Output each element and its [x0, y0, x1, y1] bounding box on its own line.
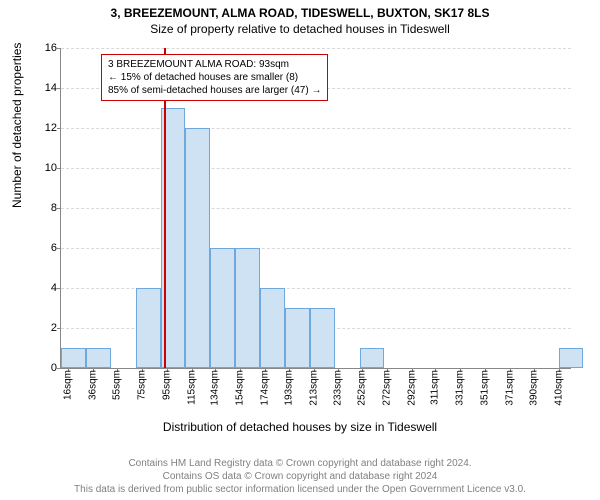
gridline — [61, 208, 571, 209]
xtick-label: 55sqm — [111, 370, 122, 400]
histogram-bar — [86, 348, 111, 368]
ytick-mark — [57, 88, 61, 89]
info-box-line: 85% of semi-detached houses are larger (… — [108, 84, 321, 97]
ytick-label: 12 — [17, 122, 57, 134]
ytick-label: 6 — [17, 242, 57, 254]
xtick-label: 193sqm — [283, 370, 294, 406]
property-info-box: 3 BREEZEMOUNT ALMA ROAD: 93sqm← 15% of d… — [101, 54, 328, 101]
histogram-bar — [235, 248, 260, 368]
gridline — [61, 248, 571, 249]
ytick-label: 8 — [17, 202, 57, 214]
plot-region: 024681012141616sqm36sqm55sqm75sqm95sqm11… — [60, 48, 571, 369]
gridline — [61, 48, 571, 49]
ytick-label: 2 — [17, 322, 57, 334]
footer-line: Contains HM Land Registry data © Crown c… — [0, 457, 600, 470]
chart-title-sub: Size of property relative to detached ho… — [0, 20, 600, 36]
xtick-label: 233sqm — [333, 370, 344, 406]
xtick-label: 272sqm — [381, 370, 392, 406]
xtick-label: 36sqm — [88, 370, 99, 400]
histogram-bar — [260, 288, 285, 368]
info-box-line: ← 15% of detached houses are smaller (8) — [108, 71, 321, 84]
histogram-bar — [210, 248, 235, 368]
ytick-mark — [57, 128, 61, 129]
ytick-label: 14 — [17, 82, 57, 94]
xtick-label: 75sqm — [136, 370, 147, 400]
ytick-mark — [57, 288, 61, 289]
footer-line: This data is derived from public sector … — [0, 483, 600, 496]
ytick-label: 0 — [17, 362, 57, 374]
xtick-label: 351sqm — [480, 370, 491, 406]
ytick-label: 4 — [17, 282, 57, 294]
xtick-label: 16sqm — [63, 370, 74, 400]
ytick-label: 10 — [17, 162, 57, 174]
xtick-label: 371sqm — [505, 370, 516, 406]
xtick-label: 154sqm — [235, 370, 246, 406]
info-box-line: 3 BREEZEMOUNT ALMA ROAD: 93sqm — [108, 58, 321, 71]
histogram-bar — [285, 308, 310, 368]
chart-area: 024681012141616sqm36sqm55sqm75sqm95sqm11… — [60, 48, 570, 368]
ytick-mark — [57, 328, 61, 329]
xtick-label: 390sqm — [528, 370, 539, 406]
gridline — [61, 128, 571, 129]
histogram-bar — [136, 288, 161, 368]
ytick-mark — [57, 48, 61, 49]
xtick-label: 95sqm — [161, 370, 172, 400]
chart-title-main: 3, BREEZEMOUNT, ALMA ROAD, TIDESWELL, BU… — [0, 0, 600, 20]
ytick-label: 16 — [17, 42, 57, 54]
xtick-label: 311sqm — [430, 370, 441, 405]
xtick-label: 252sqm — [357, 370, 368, 406]
chart-container: 3, BREEZEMOUNT, ALMA ROAD, TIDESWELL, BU… — [0, 0, 600, 500]
xtick-label: 292sqm — [406, 370, 417, 406]
xtick-label: 410sqm — [553, 370, 564, 406]
xtick-label: 331sqm — [455, 370, 466, 406]
xtick-label: 213sqm — [308, 370, 319, 406]
histogram-bar — [61, 348, 86, 368]
footer-line: Contains OS data © Crown copyright and d… — [0, 470, 600, 483]
ytick-mark — [57, 208, 61, 209]
xtick-label: 174sqm — [260, 370, 271, 406]
xtick-label: 115sqm — [186, 370, 197, 405]
footer-attribution: Contains HM Land Registry data © Crown c… — [0, 457, 600, 496]
ytick-mark — [57, 368, 61, 369]
histogram-bar — [185, 128, 210, 368]
xtick-label: 134sqm — [210, 370, 221, 406]
histogram-bar — [559, 348, 584, 368]
ytick-mark — [57, 168, 61, 169]
gridline — [61, 168, 571, 169]
histogram-bar — [310, 308, 335, 368]
histogram-bar — [360, 348, 385, 368]
x-axis-label: Distribution of detached houses by size … — [0, 420, 600, 434]
ytick-mark — [57, 248, 61, 249]
